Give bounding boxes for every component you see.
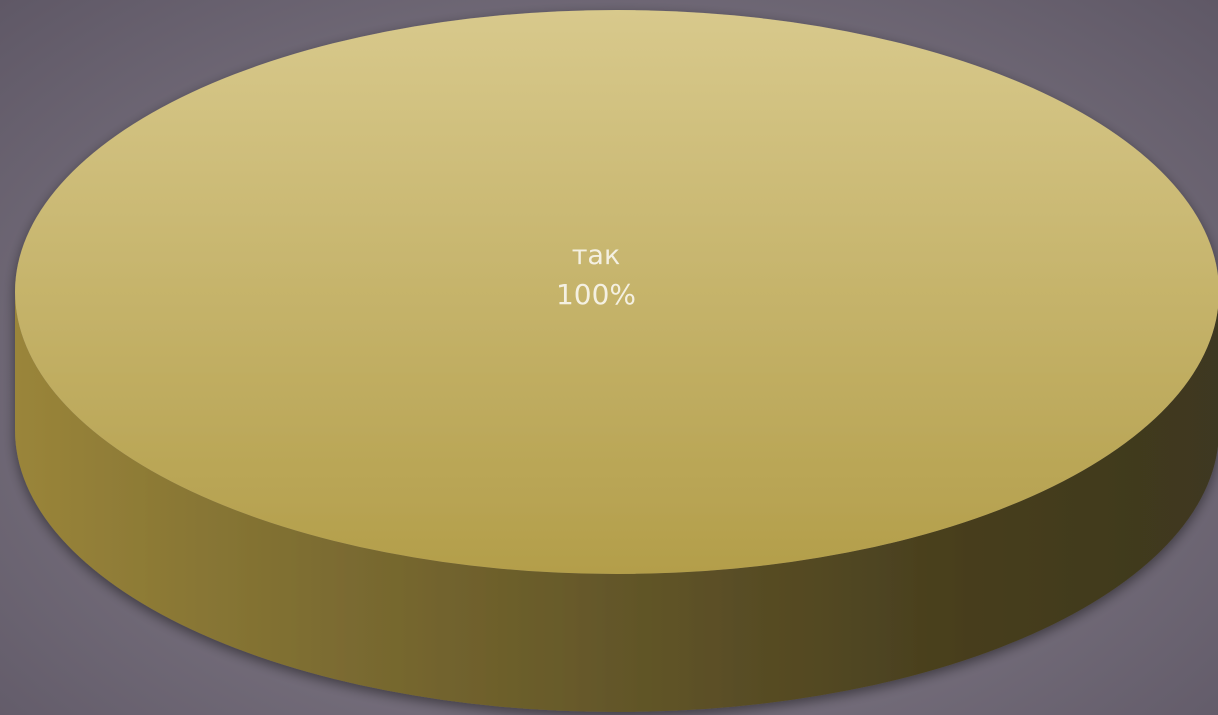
slice-label-percent: 100%	[556, 278, 636, 311]
pie-slice-side	[15, 292, 1218, 712]
slice-label-name: так	[572, 240, 621, 271]
pie-slices	[15, 10, 1218, 712]
pie-slice-0	[15, 10, 1218, 574]
data-labels: так 100%	[556, 240, 636, 311]
